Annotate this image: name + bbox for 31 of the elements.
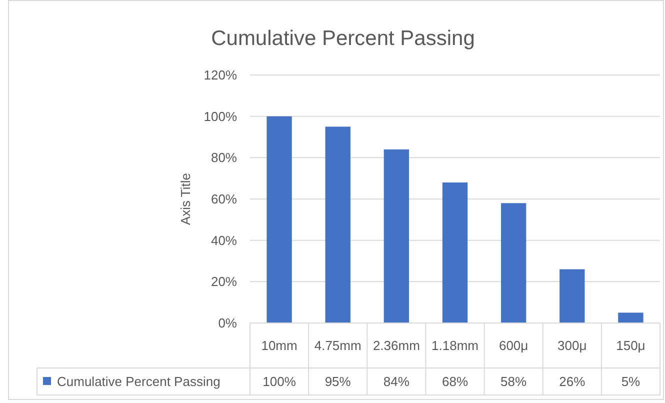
bar <box>560 269 585 323</box>
y-tick-label: 0% <box>218 316 238 331</box>
bar <box>266 116 292 323</box>
x-tick-label: 600μ <box>498 338 528 354</box>
y-tick-label: 40% <box>210 232 238 248</box>
bar <box>384 149 410 323</box>
y-axis-title: Axis Title <box>178 172 193 226</box>
data-label: 84% <box>383 374 410 390</box>
x-tick-label: 4.75mm <box>314 338 362 354</box>
bar <box>618 312 644 323</box>
x-tick-label: 1.18mm <box>432 338 478 354</box>
data-label: 68% <box>442 374 468 390</box>
x-tick-label: 150μ <box>616 338 646 354</box>
bar <box>500 203 526 323</box>
bar <box>325 126 350 323</box>
data-label: 26% <box>559 374 586 390</box>
y-tick-label: 60% <box>210 192 238 207</box>
x-tick-label: 10mm <box>261 338 298 354</box>
y-tick-label: 20% <box>210 274 238 290</box>
legend-label: Cumulative Percent Passing <box>57 374 220 390</box>
x-tick-label: 300μ <box>558 338 587 354</box>
data-label: 100% <box>262 374 296 390</box>
data-label: 95% <box>324 374 352 390</box>
data-label: 5% <box>621 374 641 390</box>
chart-title: Cumulative Percent Passing <box>211 27 475 50</box>
y-tick-label: 80% <box>210 150 238 166</box>
x-tick-label: 2.36mm <box>372 338 420 354</box>
bar <box>442 182 468 323</box>
y-tick-label: 100% <box>204 108 238 124</box>
y-tick-label: 120% <box>204 68 238 83</box>
data-label: 58% <box>500 374 528 390</box>
